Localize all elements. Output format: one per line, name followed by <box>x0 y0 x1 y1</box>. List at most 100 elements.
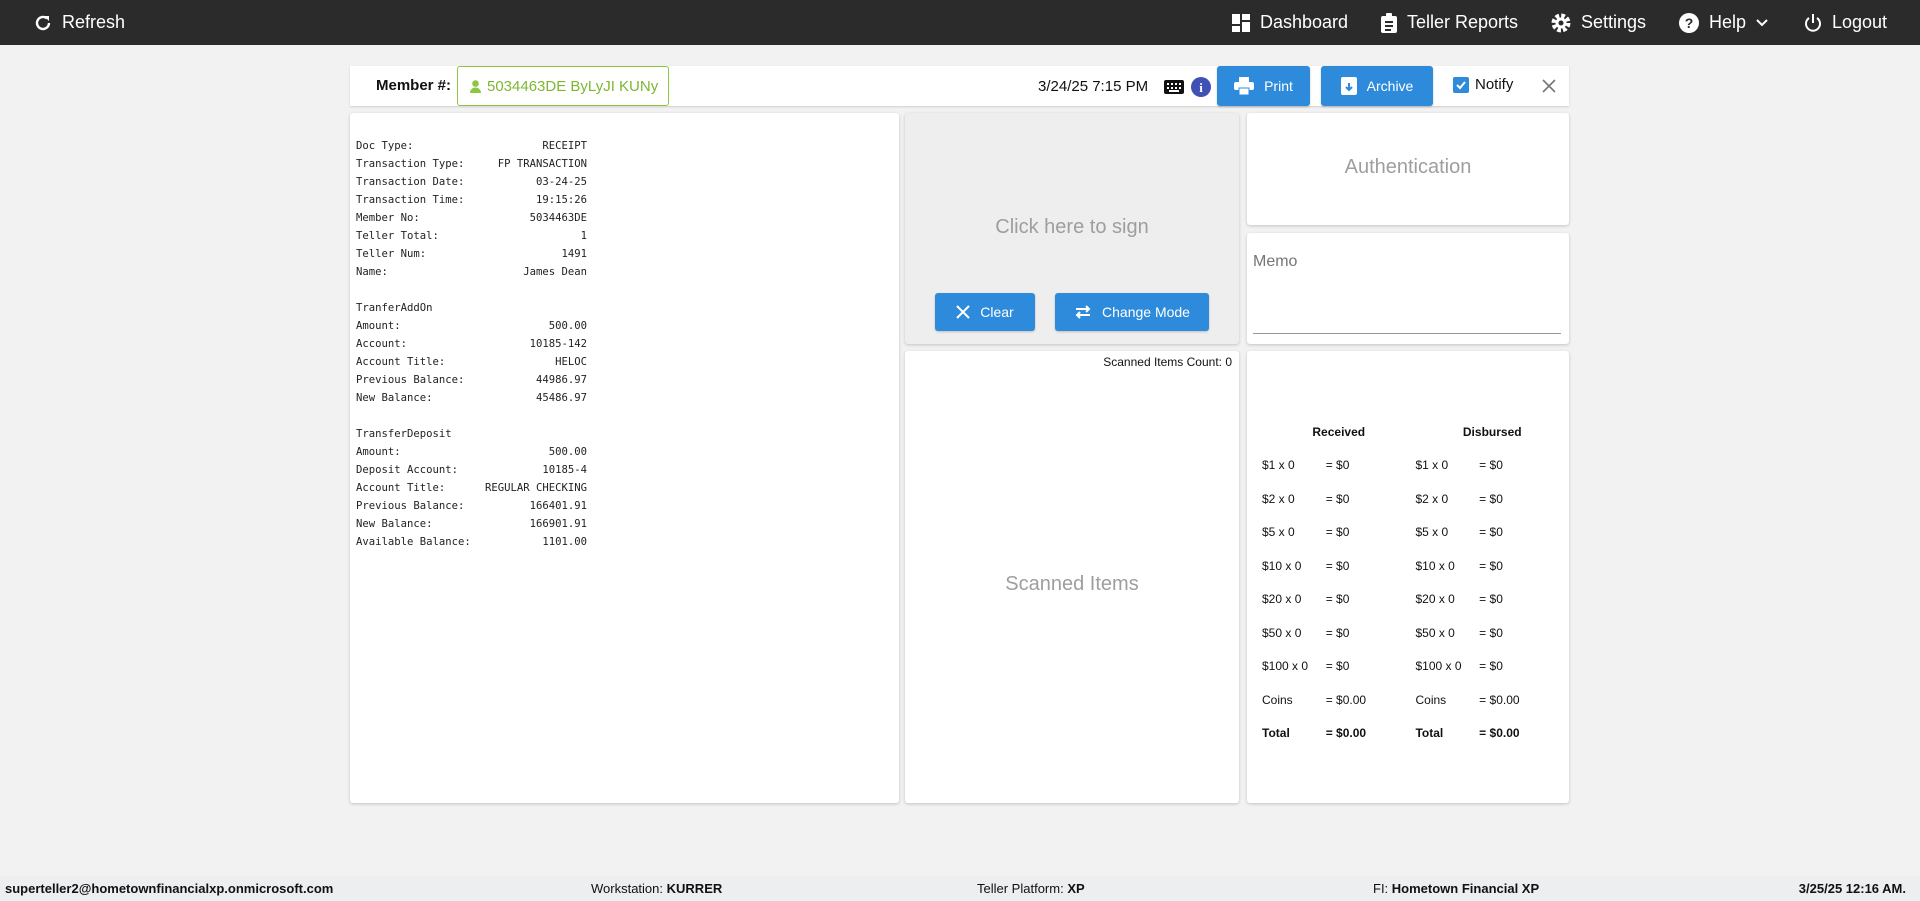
receipt-label: New Balance: <box>356 392 433 404</box>
receipt-section-title: TransferDeposit <box>356 428 452 440</box>
receipt-value: RECEIPT <box>542 140 587 152</box>
change-mode-label: Change Mode <box>1102 304 1190 320</box>
nav-settings[interactable]: Settings <box>1551 0 1646 45</box>
receipt-value: James Dean <box>523 266 587 278</box>
top-nav: Refresh Dashboard Teller Reports Setting… <box>0 0 1920 45</box>
disbursed-denomination: $20 x 0 <box>1415 592 1455 607</box>
logout-label: Logout <box>1832 12 1888 32</box>
footer-datetime: 3/25/25 12:16 AM. <box>1798 881 1906 896</box>
disbursed-denomination: $10 x 0 <box>1415 558 1455 573</box>
clipboard-icon <box>1381 12 1397 33</box>
signature-pad[interactable]: Click here to sign Clear Change Mode <box>905 113 1239 344</box>
authentication-label: Authentication <box>1344 156 1472 178</box>
member-field[interactable]: 5034463DE ByLyJI KUNy <box>457 66 669 106</box>
receipt-value: FP TRANSACTION <box>497 158 587 170</box>
received-denomination: $2 x 0 <box>1262 491 1295 506</box>
receipt-label: Name: <box>356 266 388 278</box>
receipt-value: 10185-142 <box>529 338 587 350</box>
workstation-value: KURRER <box>666 881 723 896</box>
close-icon[interactable] <box>1542 79 1556 93</box>
cash-row: $50 x 0 = $0 $50 x 0 = $0 <box>1262 616 1569 650</box>
notify-label: Notify <box>1475 76 1514 93</box>
disbursed-amount: = $0 <box>1479 659 1503 674</box>
received-denomination: $100 x 0 <box>1262 659 1309 674</box>
receipt-line: Doc Type: RECEIPT <box>356 137 587 155</box>
received-amount: = $0 <box>1325 491 1350 506</box>
nav-dashboard[interactable]: Dashboard <box>1232 0 1348 45</box>
platform: Teller Platform: XP <box>977 881 1085 896</box>
disbursed-amount: = $0 <box>1479 525 1503 540</box>
cash-row: Total = $0.00 Total = $0.00 <box>1262 717 1569 751</box>
refresh-button[interactable]: Refresh <box>34 0 125 45</box>
cash-row: $5 x 0 = $0 $5 x 0 = $0 <box>1262 516 1569 550</box>
receipt-value: 5034463DE <box>529 212 587 224</box>
svg-text:i: i <box>1199 80 1203 95</box>
keyboard-icon[interactable] <box>1164 80 1184 94</box>
receipt-value: 45486.97 <box>535 392 587 404</box>
logout-button[interactable]: Logout <box>1804 0 1887 45</box>
receipt-line: Previous Balance: 44986.97 <box>356 371 587 389</box>
receipt-line: New Balance: 166901.91 <box>356 515 587 533</box>
user-email: superteller2@hometownfinancialxp.onmicro… <box>5 881 334 896</box>
fi-value: Hometown Financial XP <box>1391 881 1540 896</box>
dashboard-label: Dashboard <box>1260 12 1349 32</box>
checkbox-checked-icon <box>1453 76 1469 93</box>
memo-input[interactable] <box>1253 279 1561 334</box>
receipt-label: Transaction Time: <box>356 194 465 206</box>
received-amount: = $0 <box>1325 659 1350 674</box>
nav-help[interactable]: ? Help <box>1679 0 1768 45</box>
receipt-line: Available Balance: 1101.00 <box>356 533 587 551</box>
change-mode-button[interactable]: Change Mode <box>1055 293 1209 331</box>
cash-row: Coins = $0.00 Coins = $0.00 <box>1262 683 1569 717</box>
disbursed-denomination: Total <box>1415 726 1444 741</box>
sign-prompt: Click here to sign <box>995 216 1149 238</box>
received-amount: = $0.00 <box>1325 726 1367 741</box>
received-amount: = $0 <box>1325 625 1350 640</box>
datetime: 3/24/25 7:15 PM <box>1038 78 1149 95</box>
receipt-line: Account Title: HELOC <box>356 353 587 371</box>
clear-button[interactable]: Clear <box>935 293 1035 331</box>
platform-value: XP <box>1067 881 1085 896</box>
authentication-panel[interactable]: Authentication <box>1247 113 1569 225</box>
print-button[interactable]: Print <box>1217 66 1310 106</box>
disbursed-header: Disbursed <box>1462 424 1522 439</box>
receipt-label: Amount: <box>356 446 401 458</box>
receipt-value: 1 <box>580 230 587 242</box>
receipt-line: Name: James Dean <box>356 263 587 281</box>
disbursed-denomination: $1 x 0 <box>1415 458 1449 473</box>
clear-label: Clear <box>980 304 1014 320</box>
receipt-line: Teller Total: 1 <box>356 227 587 245</box>
received-amount: = $0.00 <box>1325 692 1367 707</box>
received-amount: = $0 <box>1325 458 1350 473</box>
receipt-value: 1101.00 <box>542 536 587 548</box>
receipt-line: Transaction Type: FP TRANSACTION <box>356 155 587 173</box>
received-amount: = $0 <box>1325 525 1350 540</box>
printer-icon <box>1234 77 1255 95</box>
cash-row: $100 x 0 = $0 $100 x 0 = $0 <box>1262 650 1569 684</box>
receipt-value: 166401.91 <box>529 500 587 512</box>
notify-checkbox[interactable]: Notify <box>1453 76 1513 93</box>
info-icon[interactable]: i <box>1191 77 1211 97</box>
nav-teller-reports[interactable]: Teller Reports <box>1381 0 1518 45</box>
archive-button[interactable]: Archive <box>1321 66 1433 106</box>
fi: FI: Hometown Financial XP <box>1373 881 1539 896</box>
receipt-label: Previous Balance: <box>356 374 465 386</box>
received-header: Received <box>1312 424 1366 439</box>
received-denomination: $5 x 0 <box>1262 525 1295 540</box>
disbursed-denomination: $50 x 0 <box>1415 625 1455 640</box>
receipt-label: Previous Balance: <box>356 500 465 512</box>
disbursed-amount: = $0 <box>1479 592 1503 607</box>
member-value: 5034463DE ByLyJI KUNy <box>487 77 659 95</box>
cash-row: $10 x 0 = $0 $10 x 0 = $0 <box>1262 549 1569 583</box>
cash-table: Received Disbursed $1 x 0 = $0 $1 x 0 = $0 $… <box>1262 415 1569 750</box>
receipt-line: Amount: 500.00 <box>356 443 587 461</box>
receipt-section-title: TranferAddOn <box>356 302 433 314</box>
help-icon: ? <box>1679 12 1699 33</box>
gear-icon <box>1551 13 1571 32</box>
user-icon <box>470 79 481 93</box>
received-amount: = $0 <box>1325 558 1350 573</box>
archive-icon <box>1340 77 1357 95</box>
receipt-panel: Doc Type: RECEIPT Transaction Type: FP TRAN… <box>350 113 899 803</box>
disbursed-amount: = $0 <box>1479 558 1503 573</box>
disbursed-amount: = $0.00 <box>1479 726 1520 741</box>
